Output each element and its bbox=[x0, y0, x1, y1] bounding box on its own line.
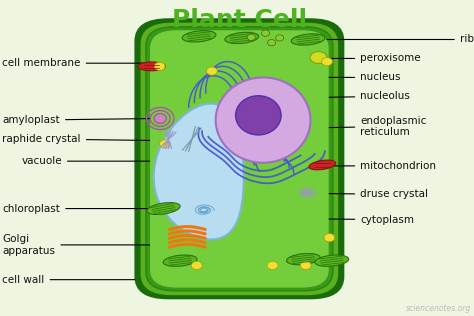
Ellipse shape bbox=[286, 253, 320, 265]
Ellipse shape bbox=[216, 77, 310, 163]
Text: chloroplast: chloroplast bbox=[2, 204, 154, 214]
Ellipse shape bbox=[301, 261, 311, 270]
Ellipse shape bbox=[309, 160, 336, 170]
Text: nucleolus: nucleolus bbox=[287, 91, 410, 101]
Ellipse shape bbox=[191, 261, 202, 270]
Text: Golgi
apparatus: Golgi apparatus bbox=[2, 234, 170, 256]
Polygon shape bbox=[154, 104, 244, 240]
Ellipse shape bbox=[154, 114, 166, 123]
Ellipse shape bbox=[182, 31, 216, 42]
Text: cytoplasm: cytoplasm bbox=[297, 215, 414, 225]
Ellipse shape bbox=[267, 40, 275, 46]
Ellipse shape bbox=[159, 140, 170, 148]
Ellipse shape bbox=[262, 30, 269, 36]
FancyBboxPatch shape bbox=[146, 27, 333, 291]
Text: cell membrane: cell membrane bbox=[2, 58, 146, 68]
Ellipse shape bbox=[310, 52, 327, 64]
Text: amyloplast: amyloplast bbox=[2, 115, 154, 125]
Text: peroxisome: peroxisome bbox=[320, 53, 421, 64]
Text: sciencenotes.org: sciencenotes.org bbox=[406, 304, 472, 313]
Text: mitochondrion: mitochondrion bbox=[328, 161, 436, 171]
Ellipse shape bbox=[236, 96, 281, 135]
Text: ribosomes: ribosomes bbox=[285, 34, 474, 45]
Text: nucleus: nucleus bbox=[313, 72, 401, 82]
Ellipse shape bbox=[315, 255, 349, 266]
Ellipse shape bbox=[321, 58, 333, 66]
FancyBboxPatch shape bbox=[151, 31, 328, 287]
Ellipse shape bbox=[207, 67, 217, 75]
Ellipse shape bbox=[138, 62, 165, 71]
FancyBboxPatch shape bbox=[135, 19, 344, 299]
Text: raphide crystal: raphide crystal bbox=[2, 134, 161, 144]
Ellipse shape bbox=[225, 32, 259, 44]
Text: Plant Cell: Plant Cell bbox=[172, 8, 307, 32]
Ellipse shape bbox=[291, 34, 325, 45]
Text: druse crystal: druse crystal bbox=[313, 189, 428, 199]
Ellipse shape bbox=[275, 35, 283, 41]
Ellipse shape bbox=[267, 261, 278, 270]
Text: endoplasmic
reticulum: endoplasmic reticulum bbox=[311, 116, 427, 137]
Text: cell wall: cell wall bbox=[2, 275, 135, 285]
Ellipse shape bbox=[155, 62, 165, 70]
Ellipse shape bbox=[324, 234, 335, 242]
Text: vacuole: vacuole bbox=[21, 156, 155, 166]
Ellipse shape bbox=[247, 34, 255, 40]
FancyBboxPatch shape bbox=[141, 23, 337, 295]
Ellipse shape bbox=[163, 255, 197, 266]
Ellipse shape bbox=[147, 203, 180, 215]
